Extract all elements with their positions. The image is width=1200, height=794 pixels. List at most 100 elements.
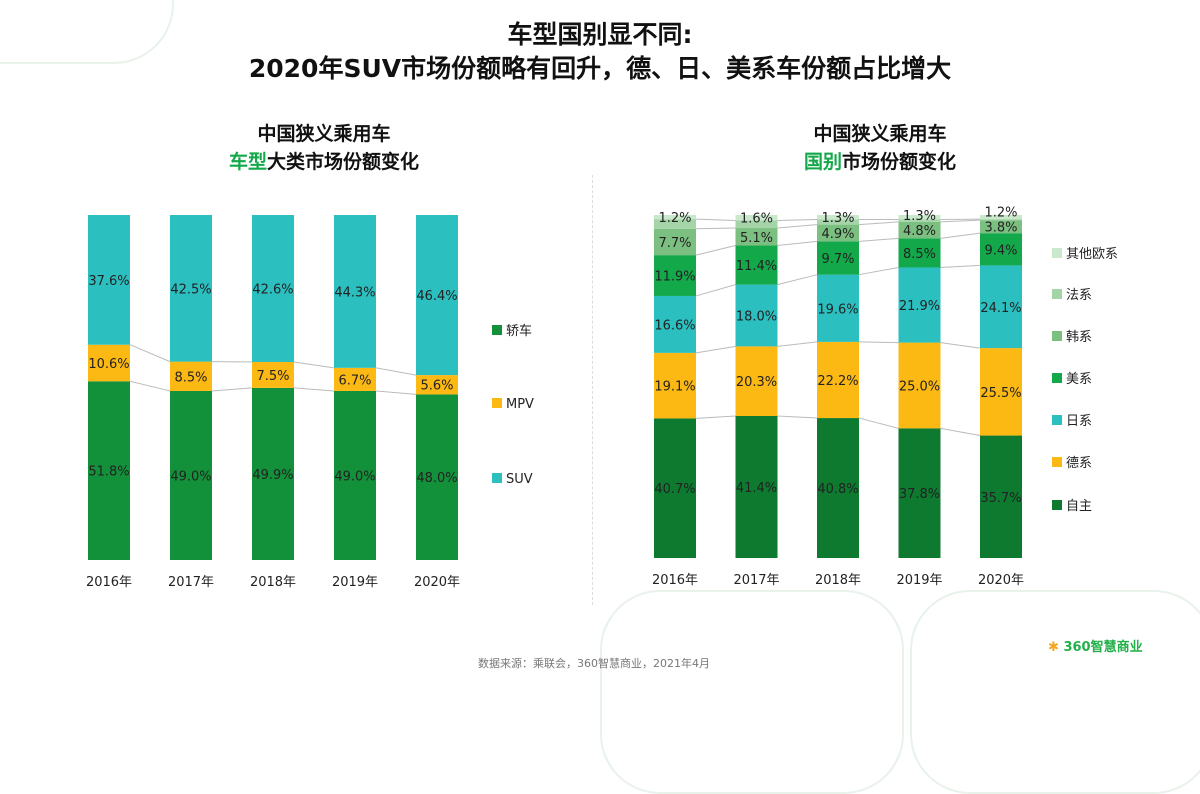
connector-line [696, 346, 736, 353]
connector-line [941, 343, 981, 348]
data-label: 19.6% [817, 302, 858, 317]
connector-line [778, 416, 818, 418]
legend-swatch [1052, 373, 1062, 383]
legend-label: 自主 [1066, 499, 1092, 514]
data-label: 46.4% [416, 289, 457, 304]
legend-label: 德系 [1066, 456, 1092, 471]
connector-line [130, 381, 170, 391]
data-label: 5.6% [420, 379, 453, 394]
connector-line [778, 241, 818, 245]
data-label: 1.6% [740, 212, 773, 227]
x-tick-label: 2018年 [815, 573, 861, 588]
connector-line [212, 388, 252, 391]
x-tick-label: 2018年 [250, 575, 296, 590]
connector-line [294, 362, 334, 368]
data-label: 22.2% [817, 374, 858, 389]
x-tick-label: 2017年 [733, 573, 779, 588]
x-tick-label: 2016年 [652, 573, 698, 588]
data-label: 1.3% [821, 211, 854, 226]
legend-swatch [1052, 331, 1062, 341]
connector-line [130, 345, 170, 362]
connector-line [859, 222, 899, 225]
connector-line [859, 342, 899, 343]
logo: ✱ 360智慧商业 [1048, 636, 1143, 655]
data-label: 1.2% [658, 211, 691, 226]
legend-swatch [492, 325, 502, 335]
legend-label: 日系 [1066, 414, 1092, 429]
connector-line [859, 418, 899, 428]
data-label: 48.0% [416, 471, 457, 486]
data-label: 8.5% [174, 370, 207, 385]
data-label: 1.2% [984, 206, 1017, 221]
logo-text: 360智慧商业 [1063, 640, 1142, 655]
data-label: 40.8% [817, 482, 858, 497]
data-label: 8.5% [903, 247, 936, 262]
connector-line [778, 275, 818, 285]
data-label: 16.6% [654, 318, 695, 333]
data-label: 6.7% [338, 373, 371, 388]
data-label: 21.9% [899, 299, 940, 314]
data-label: 25.0% [899, 379, 940, 394]
data-label: 1.3% [903, 209, 936, 224]
data-label: 9.4% [984, 243, 1017, 258]
connector-line [941, 233, 981, 238]
legend-label: 韩系 [1066, 330, 1092, 345]
data-label: 42.6% [252, 282, 293, 297]
connector-line [859, 267, 899, 274]
legend-label: 法系 [1066, 288, 1092, 303]
x-tick-label: 2019年 [896, 573, 942, 588]
legend-label: SUV [506, 472, 533, 487]
data-label: 5.1% [740, 231, 773, 246]
data-label: 41.4% [736, 481, 777, 496]
data-label: 35.7% [980, 491, 1021, 506]
legend-swatch [1052, 248, 1062, 258]
connector-line [778, 225, 818, 228]
data-label: 3.8% [984, 221, 1017, 236]
logo-icon: ✱ [1048, 640, 1059, 655]
legend-label: MPV [506, 397, 534, 412]
connector-line [696, 416, 736, 418]
connector-line [778, 342, 818, 346]
connector-line [859, 238, 899, 241]
connector-line [376, 391, 416, 394]
data-label: 10.6% [88, 357, 129, 372]
data-label: 24.1% [980, 301, 1021, 316]
legend-swatch [1052, 415, 1062, 425]
legend-swatch [1052, 289, 1062, 299]
x-tick-label: 2020年 [978, 573, 1024, 588]
connector-line [941, 220, 981, 222]
data-label: 20.3% [736, 375, 777, 390]
data-label: 9.7% [821, 252, 854, 267]
data-label: 44.3% [334, 285, 375, 300]
x-tick-label: 2020年 [414, 575, 460, 590]
legend-label: 美系 [1066, 372, 1092, 387]
connector-line [941, 428, 981, 435]
legend-swatch [492, 398, 502, 408]
data-label: 42.5% [170, 282, 211, 297]
x-tick-label: 2019年 [332, 575, 378, 590]
data-label: 49.9% [252, 468, 293, 483]
data-label: 51.8% [88, 465, 129, 480]
connector-line [696, 246, 736, 256]
data-label: 19.1% [654, 380, 695, 395]
connector-line [778, 219, 818, 220]
connector-line [696, 219, 736, 220]
data-label: 37.8% [899, 487, 940, 502]
connector-line [696, 285, 736, 296]
data-source: 数据来源：乘联会，360智慧商业，2021年4月 [478, 655, 710, 671]
data-label: 37.6% [88, 274, 129, 289]
connector-line [696, 228, 736, 229]
legend-label: 其他欧系 [1066, 247, 1118, 262]
data-label: 40.7% [654, 482, 695, 497]
legend-swatch [1052, 457, 1062, 467]
charts-svg: 51.8%10.6%37.6%2016年49.0%8.5%42.5%2017年4… [0, 0, 1200, 675]
data-label: 25.5% [980, 386, 1021, 401]
data-label: 7.7% [658, 236, 691, 251]
connector-line [941, 265, 981, 267]
data-label: 18.0% [736, 309, 777, 324]
x-tick-label: 2017年 [168, 575, 214, 590]
connector-line [294, 388, 334, 391]
data-label: 11.4% [736, 259, 777, 274]
data-label: 11.9% [654, 270, 695, 285]
data-label: 4.9% [821, 227, 854, 242]
